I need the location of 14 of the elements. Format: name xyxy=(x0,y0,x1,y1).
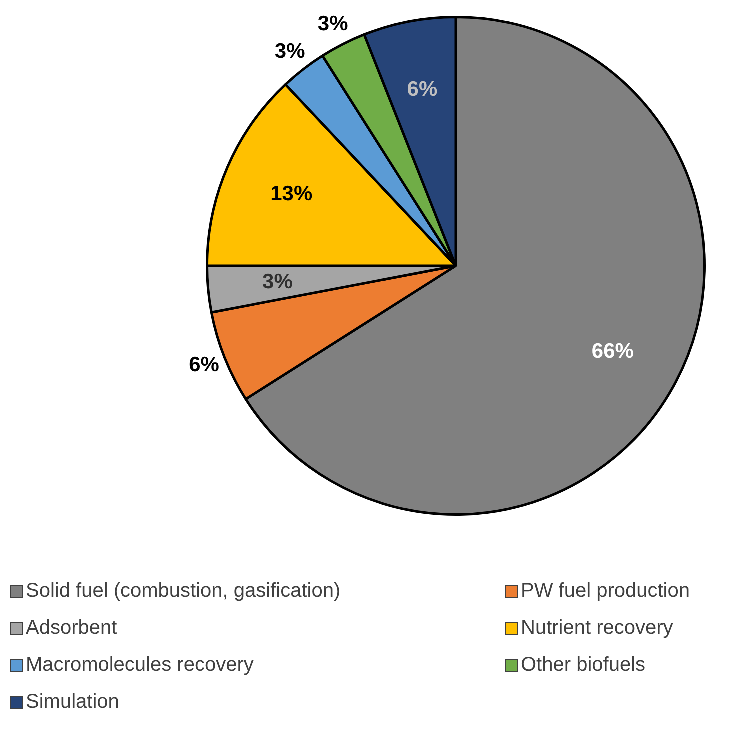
data-label: 6% xyxy=(189,353,220,376)
legend-label: Other biofuels xyxy=(521,654,646,677)
data-label: 3% xyxy=(318,12,349,36)
legend-label: Macromolecules recovery xyxy=(26,654,254,677)
data-label: 13% xyxy=(270,182,313,206)
legend-label: Adsorbent xyxy=(26,617,118,640)
data-label: 66% xyxy=(592,340,634,364)
legend-label: PW fuel production xyxy=(521,580,690,603)
legend-label: Nutrient recovery xyxy=(521,617,674,640)
legend-label: Simulation xyxy=(26,691,120,714)
data-label: 3% xyxy=(274,40,306,63)
data-label: 6% xyxy=(407,78,438,101)
data-label: 3% xyxy=(262,270,294,294)
legend-label: Solid fuel (combustion, gasification) xyxy=(26,580,341,603)
